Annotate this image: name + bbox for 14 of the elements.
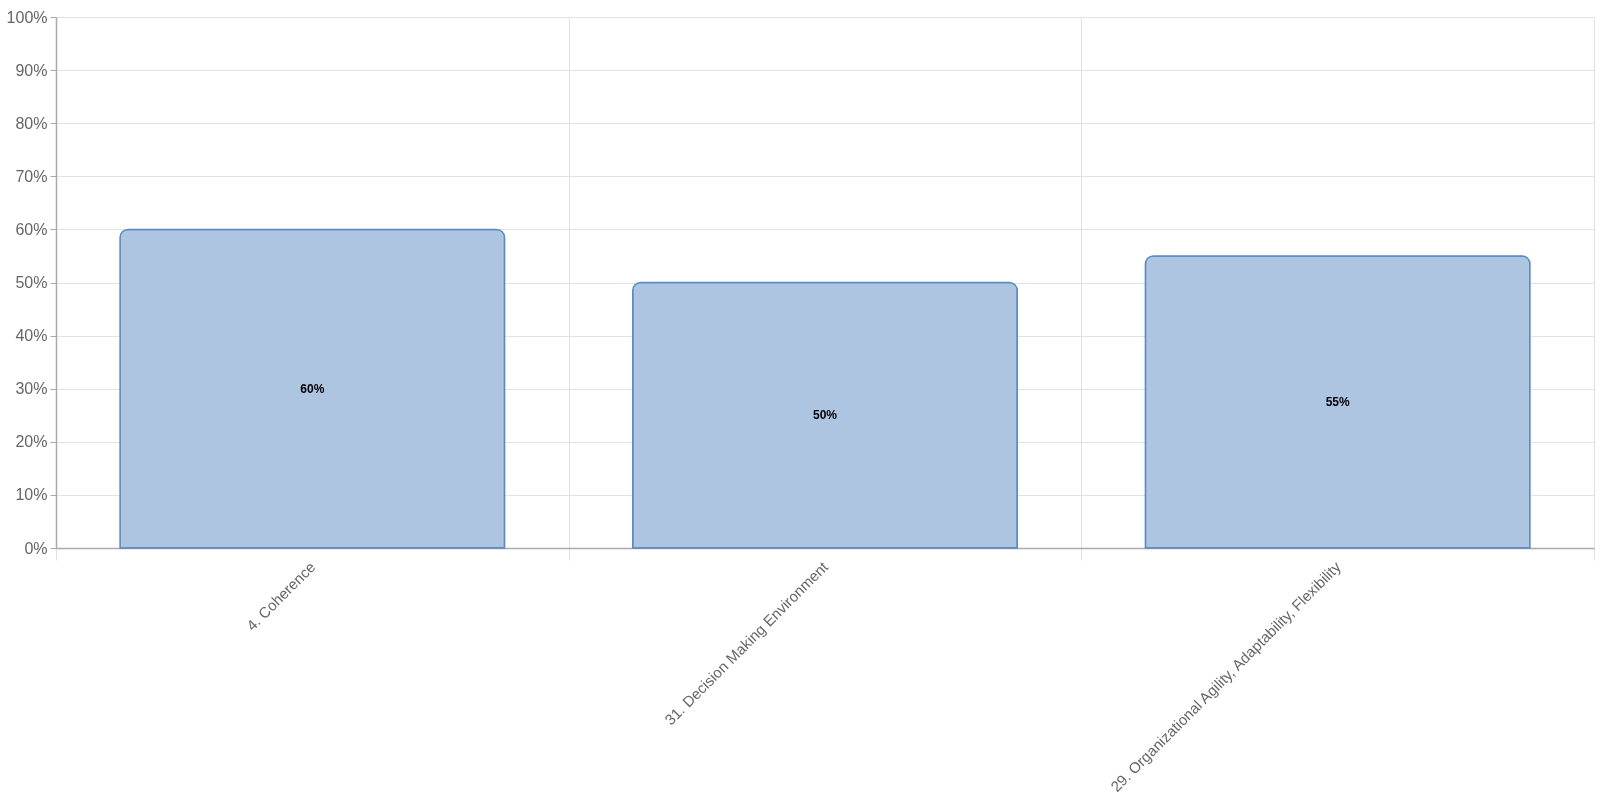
y-tick-label: 10% — [15, 486, 48, 504]
y-tick-label: 100% — [6, 8, 48, 26]
y-tick-label: 40% — [15, 327, 48, 345]
y-tick-label: 60% — [15, 220, 48, 238]
y-tick-label: 20% — [15, 433, 48, 451]
y-tick-label: 0% — [24, 539, 48, 557]
y-tick-label: 80% — [15, 114, 48, 132]
y-tick-label: 70% — [15, 167, 48, 185]
data-label: 50% — [812, 408, 838, 423]
data-label: 60% — [300, 381, 325, 396]
y-tick-label: 50% — [15, 274, 48, 291]
y-tick-label: 30% — [15, 380, 48, 398]
data-label: 55% — [1325, 394, 1350, 409]
y-tick-label: 90% — [15, 61, 48, 79]
